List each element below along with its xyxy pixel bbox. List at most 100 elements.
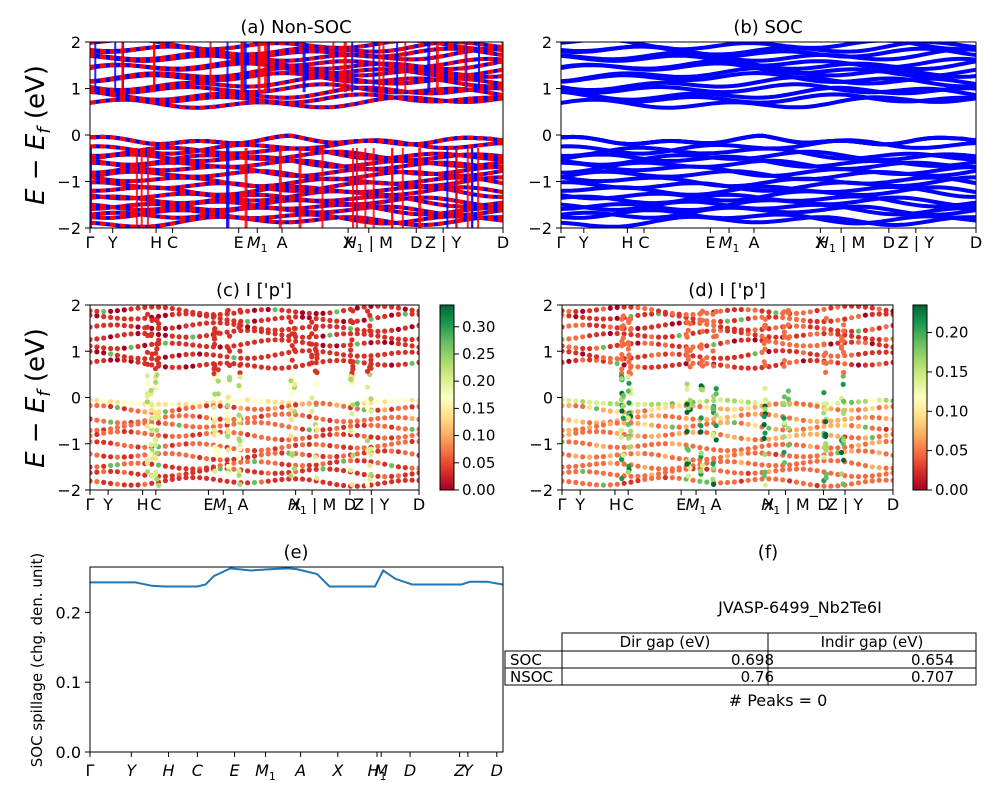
- scatter-point: [279, 404, 285, 410]
- scatter-point: [593, 332, 600, 338]
- band-vertical-segment: [267, 42, 270, 93]
- scatter-point: [190, 322, 196, 328]
- scatter-point: [245, 480, 251, 486]
- scatter-point: [211, 334, 217, 340]
- scatter-point: [593, 461, 600, 467]
- scatter-point: [121, 322, 127, 329]
- scatter-point: [203, 467, 210, 473]
- scatter-point: [838, 334, 845, 340]
- scatter-point: [587, 322, 593, 328]
- scatter-point: [409, 438, 415, 445]
- scatter-point: [869, 398, 875, 404]
- scatter-point: [821, 423, 827, 429]
- scatter-point: [149, 431, 155, 437]
- scatter-point: [800, 401, 807, 407]
- scatter-point: [787, 433, 793, 439]
- panel-e-title: (e): [283, 542, 308, 563]
- scatter-point: [114, 315, 120, 321]
- scatter-point: [621, 305, 627, 310]
- scatter-point: [272, 405, 278, 411]
- scatter-point: [225, 394, 231, 400]
- scatter-point: [787, 315, 793, 322]
- scatter-point: [635, 325, 641, 332]
- scatter-point: [690, 353, 696, 359]
- scatter-point: [593, 357, 600, 363]
- scatter-point: [236, 383, 242, 389]
- band-vertical-segment: [466, 148, 469, 228]
- scatter-point: [190, 334, 196, 340]
- scatter-point: [711, 416, 717, 422]
- scatter-point: [327, 466, 333, 472]
- scatter-point: [375, 473, 381, 479]
- scatter-point: [367, 328, 373, 334]
- scatter-point: [148, 442, 154, 448]
- scatter-point: [149, 415, 155, 421]
- y-tick-label: −2: [528, 219, 552, 238]
- band-vertical-segment: [244, 148, 248, 228]
- scatter-point: [203, 415, 210, 421]
- scatter-point: [314, 427, 320, 433]
- scatter-point: [718, 362, 724, 368]
- scatter-point: [614, 325, 620, 331]
- scatter-point: [114, 454, 120, 460]
- scatter-point: [781, 415, 787, 421]
- scatter-point: [761, 422, 767, 428]
- scatter-point: [745, 477, 751, 483]
- scatter-point: [258, 452, 264, 458]
- scatter-point: [876, 465, 882, 471]
- scatter-point: [793, 316, 800, 323]
- scatter-point: [203, 343, 210, 350]
- scatter-point: [361, 360, 367, 366]
- scatter-point: [114, 333, 120, 339]
- scatter-point: [625, 388, 631, 394]
- scatter-point: [620, 452, 626, 458]
- scatter-point: [320, 323, 326, 329]
- scatter-point: [288, 378, 294, 384]
- scatter-point: [849, 362, 855, 368]
- scatter-point: [272, 307, 278, 313]
- scatter-point: [781, 394, 788, 400]
- scatter-point: [279, 327, 285, 333]
- scatter-point: [614, 315, 620, 321]
- scatter-point: [327, 343, 333, 349]
- scatter-point: [683, 361, 689, 367]
- scatter-point: [306, 434, 312, 440]
- scatter-point: [635, 414, 641, 420]
- scatter-point: [745, 327, 751, 333]
- scatter-point: [704, 398, 710, 404]
- scatter-point: [176, 422, 182, 428]
- scatter-point: [155, 331, 162, 338]
- scatter-point: [395, 434, 401, 441]
- scatter-point: [94, 402, 100, 409]
- scatter-point: [718, 340, 724, 346]
- scatter-point: [245, 308, 251, 314]
- scatter-point: [655, 466, 662, 472]
- scatter-point: [354, 331, 360, 337]
- scatter-point: [169, 325, 175, 331]
- scatter-point: [773, 362, 779, 368]
- scatter-point: [785, 442, 792, 448]
- scatter-point: [655, 471, 662, 477]
- scatter-point: [731, 338, 738, 344]
- scatter-point: [628, 305, 634, 310]
- scatter-point: [142, 430, 148, 436]
- scatter-point: [835, 360, 841, 366]
- scatter-point: [231, 355, 237, 361]
- scatter-point: [190, 453, 196, 459]
- scatter-point: [148, 451, 154, 457]
- scatter-point: [883, 465, 889, 471]
- scatter-point: [580, 351, 586, 357]
- scatter-point: [821, 390, 827, 396]
- scatter-point: [334, 324, 340, 330]
- scatter-point: [607, 324, 613, 330]
- scatter-point: [108, 419, 114, 425]
- scatter-point: [649, 413, 655, 419]
- band-vertical-segment: [343, 42, 346, 93]
- scatter-point: [94, 308, 100, 314]
- scatter-point: [225, 411, 231, 417]
- scatter-point: [807, 418, 813, 424]
- scatter-point: [114, 308, 120, 314]
- scatter-point: [114, 469, 120, 475]
- scatter-point: [289, 343, 295, 349]
- scatter-point: [368, 434, 374, 440]
